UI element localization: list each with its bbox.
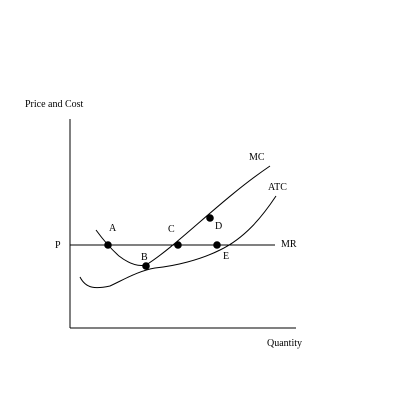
price-label: P: [55, 240, 61, 251]
point-c-label: C: [168, 224, 175, 235]
point-a-label: A: [109, 223, 117, 234]
point-b: [142, 262, 150, 270]
y-axis-label: Price and Cost: [25, 99, 84, 110]
point-a: [104, 241, 112, 249]
point-e: [213, 241, 221, 249]
point-c: [174, 241, 182, 249]
point-d: [206, 214, 214, 222]
mc-label: MC: [249, 152, 265, 163]
point-e-label: E: [223, 251, 229, 262]
point-d-label: D: [215, 221, 222, 232]
atc-label: ATC: [268, 182, 287, 193]
x-axis-label: Quantity: [267, 338, 302, 349]
atc-curve: [79, 195, 277, 289]
point-b-label: B: [141, 252, 148, 263]
mc-curve: [95, 165, 271, 266]
mr-label: MR: [281, 239, 297, 250]
